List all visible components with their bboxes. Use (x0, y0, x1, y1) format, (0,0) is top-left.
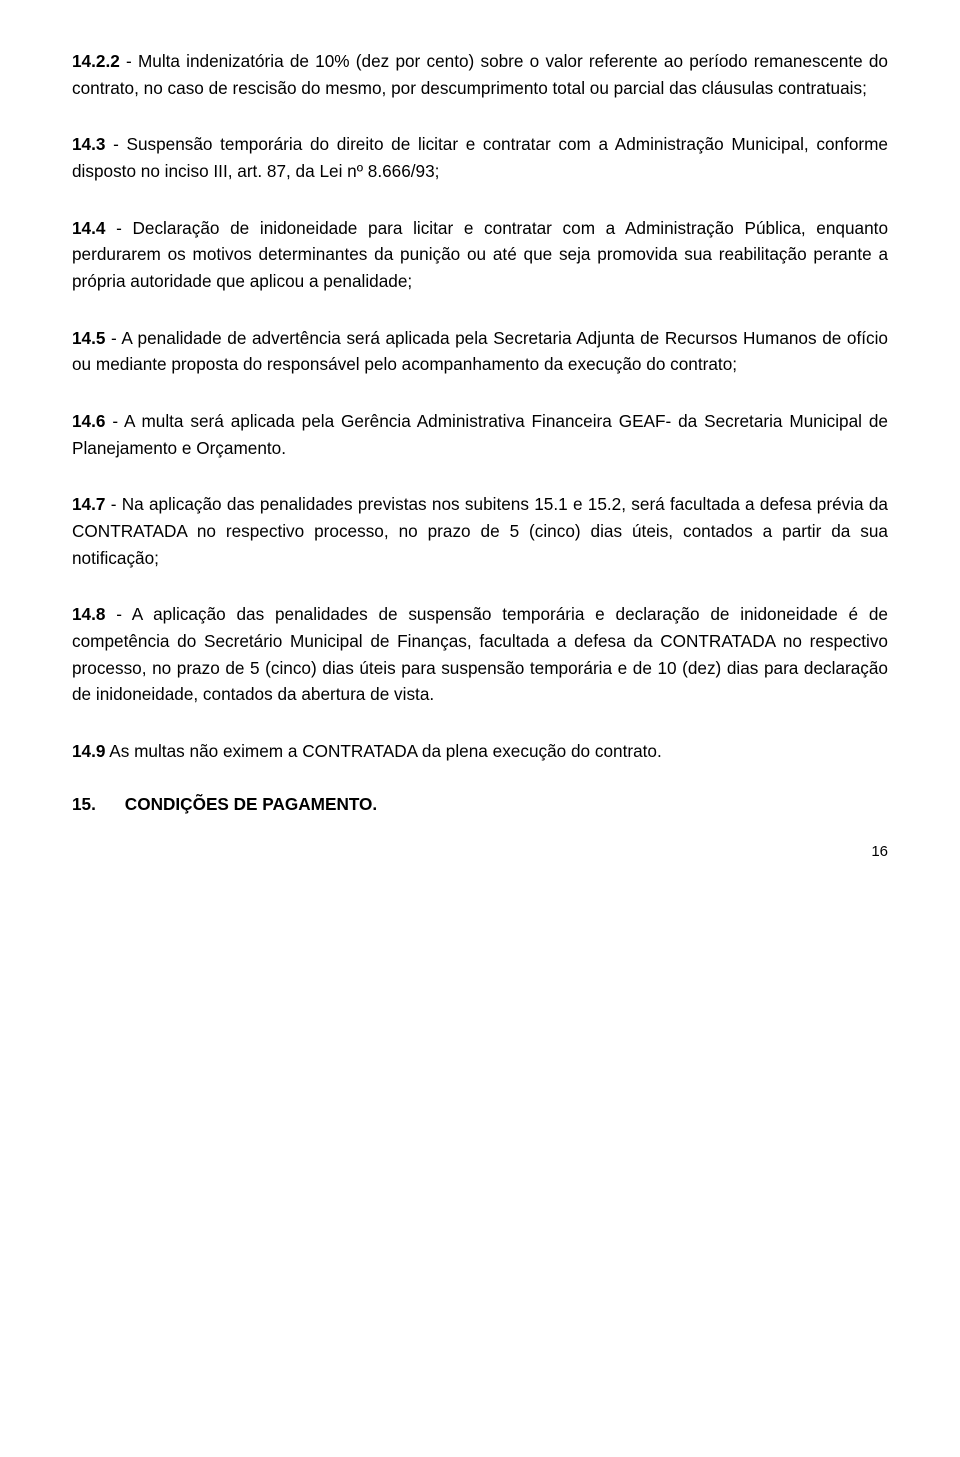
section-heading-15: 15. CONDIÇÕES DE PAGAMENTO. (72, 794, 888, 815)
clause-text: - Multa indenizatória de 10% (dez por ce… (72, 51, 888, 98)
clause-lead: 14.4 (72, 218, 105, 238)
clause-text: - Na aplicação das penalidades previstas… (72, 494, 888, 567)
clause-14-2-2: 14.2.2 - Multa indenizatória de 10% (dez… (72, 48, 888, 101)
clause-14-9: 14.9 As multas não eximem a CONTRATADA d… (72, 738, 888, 765)
clause-14-8: 14.8 - A aplicação das penalidades de su… (72, 601, 888, 708)
clause-14-7: 14.7 - Na aplicação das penalidades prev… (72, 491, 888, 571)
clause-14-4: 14.4 - Declaração de inidoneidade para l… (72, 215, 888, 295)
clause-14-5: 14.5 - A penalidade de advertência será … (72, 325, 888, 378)
clause-text: - A aplicação das penalidades de suspens… (72, 604, 888, 704)
clause-text: - A multa será aplicada pela Gerência Ad… (72, 411, 888, 458)
clause-lead: 14.2.2 (72, 51, 120, 71)
page-number: 16 (72, 843, 888, 860)
section-title: CONDIÇÕES DE PAGAMENTO. (125, 794, 377, 814)
clause-text: - A penalidade de advertência será aplic… (72, 328, 888, 375)
clause-text: As multas não eximem a CONTRATADA da ple… (105, 741, 661, 761)
clause-lead: 14.5 (72, 328, 105, 348)
clause-lead: 14.9 (72, 741, 105, 761)
clause-14-6: 14.6 - A multa será aplicada pela Gerênc… (72, 408, 888, 461)
section-number: 15. (72, 794, 120, 815)
clause-lead: 14.3 (72, 134, 105, 154)
clause-lead: 14.6 (72, 411, 105, 431)
clause-lead: 14.8 (72, 604, 105, 624)
clause-text: - Suspensão temporária do direito de lic… (72, 134, 888, 181)
clause-14-3: 14.3 - Suspensão temporária do direito d… (72, 131, 888, 184)
clause-text: - Declaração de inidoneidade para licita… (72, 218, 888, 291)
clause-lead: 14.7 (72, 494, 105, 514)
